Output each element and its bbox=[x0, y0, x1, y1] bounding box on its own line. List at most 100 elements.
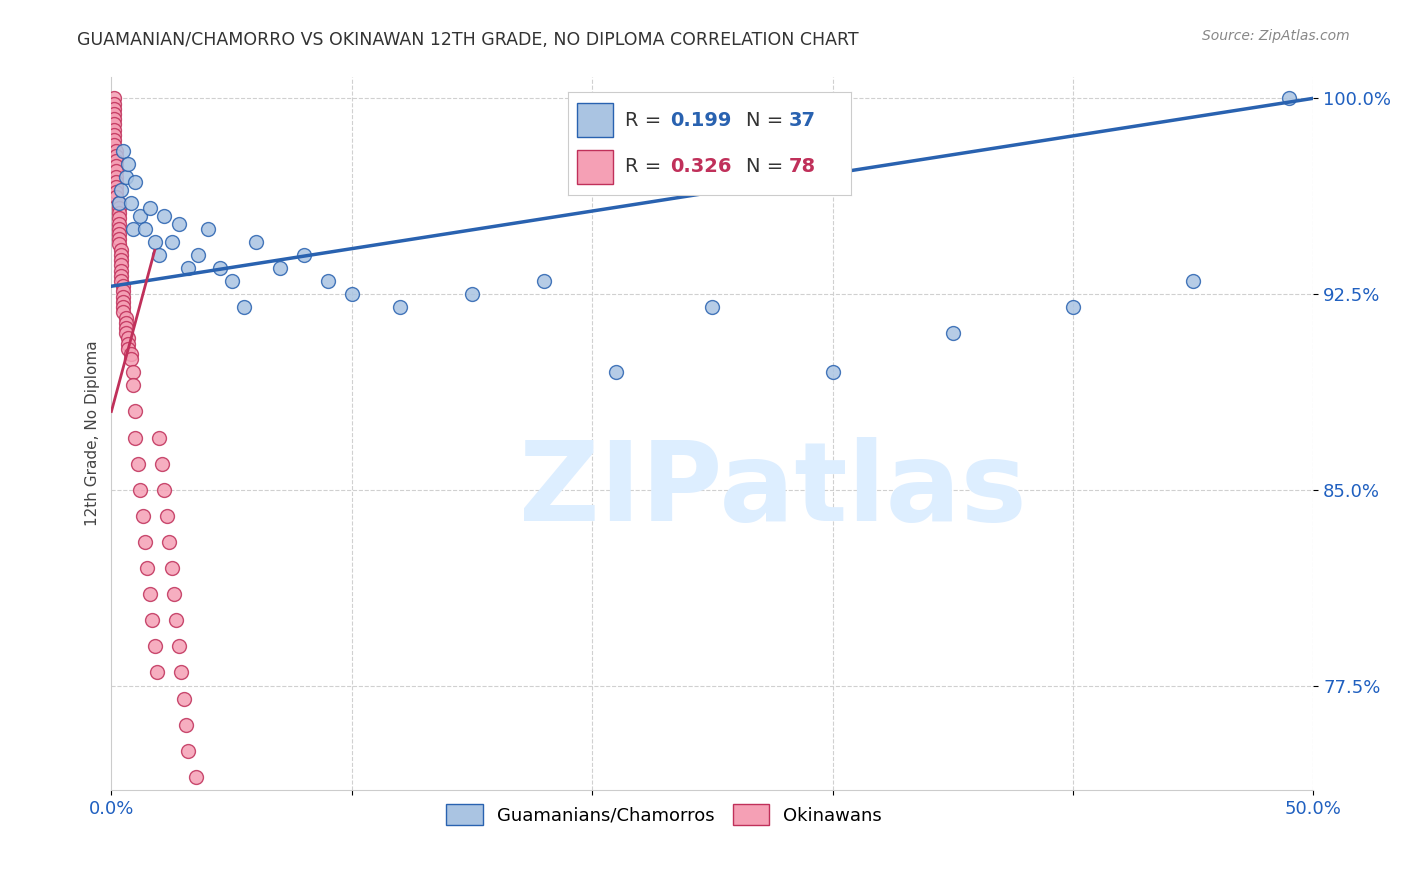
Point bbox=[163, 587, 186, 601]
Point bbox=[114, 326, 136, 341]
Point bbox=[388, 300, 411, 314]
Point bbox=[112, 300, 135, 314]
Point bbox=[103, 117, 125, 131]
Point bbox=[117, 156, 139, 170]
Point bbox=[232, 300, 254, 314]
Point bbox=[105, 149, 128, 163]
Point bbox=[127, 457, 149, 471]
Point bbox=[112, 285, 135, 299]
Point bbox=[107, 201, 129, 215]
Point bbox=[110, 274, 132, 288]
Point bbox=[105, 144, 128, 158]
Point bbox=[134, 535, 156, 549]
Point bbox=[340, 287, 363, 301]
Point bbox=[103, 91, 125, 105]
Point bbox=[107, 217, 129, 231]
Point bbox=[117, 342, 139, 356]
Point bbox=[160, 561, 183, 575]
Point bbox=[117, 336, 139, 351]
Point bbox=[120, 347, 142, 361]
Point bbox=[103, 107, 125, 121]
Point bbox=[112, 144, 135, 158]
Point bbox=[141, 613, 163, 627]
Point bbox=[174, 717, 197, 731]
Point bbox=[110, 268, 132, 283]
Point bbox=[122, 222, 145, 236]
Point bbox=[114, 321, 136, 335]
Y-axis label: 12th Grade, No Diploma: 12th Grade, No Diploma bbox=[86, 341, 100, 526]
Point bbox=[117, 331, 139, 345]
Point bbox=[173, 691, 195, 706]
Point bbox=[170, 665, 193, 680]
Point bbox=[124, 404, 146, 418]
Point bbox=[107, 195, 129, 210]
Point bbox=[107, 237, 129, 252]
Point bbox=[942, 326, 965, 341]
Point bbox=[103, 96, 125, 111]
Text: Source: ZipAtlas.com: Source: ZipAtlas.com bbox=[1202, 29, 1350, 43]
Point bbox=[134, 222, 156, 236]
Point bbox=[110, 253, 132, 268]
Point bbox=[122, 365, 145, 379]
Point bbox=[105, 159, 128, 173]
Point bbox=[103, 122, 125, 136]
Point bbox=[245, 235, 267, 249]
Point bbox=[105, 190, 128, 204]
Point bbox=[103, 102, 125, 116]
Point bbox=[103, 128, 125, 142]
Point bbox=[120, 352, 142, 367]
Point bbox=[148, 431, 170, 445]
Point bbox=[143, 640, 166, 654]
Point bbox=[112, 305, 135, 319]
Point bbox=[165, 613, 187, 627]
Point bbox=[107, 232, 129, 246]
Point bbox=[105, 180, 128, 194]
Point bbox=[110, 258, 132, 272]
Point bbox=[136, 561, 159, 575]
Point bbox=[197, 222, 219, 236]
Point bbox=[148, 248, 170, 262]
Point bbox=[110, 248, 132, 262]
Point bbox=[269, 260, 291, 275]
Point bbox=[105, 175, 128, 189]
Point bbox=[107, 206, 129, 220]
Point bbox=[129, 483, 152, 497]
Point bbox=[1278, 91, 1301, 105]
Point bbox=[112, 290, 135, 304]
Point bbox=[107, 211, 129, 226]
Point bbox=[143, 235, 166, 249]
Point bbox=[103, 112, 125, 127]
Point bbox=[208, 260, 231, 275]
Point bbox=[114, 310, 136, 325]
Point bbox=[316, 274, 339, 288]
Point bbox=[107, 222, 129, 236]
Point bbox=[533, 274, 555, 288]
Point bbox=[112, 279, 135, 293]
Point bbox=[167, 217, 190, 231]
Point bbox=[461, 287, 484, 301]
Point bbox=[122, 378, 145, 392]
Point bbox=[131, 508, 153, 523]
Point bbox=[112, 294, 135, 309]
Point bbox=[177, 260, 200, 275]
Point bbox=[702, 300, 724, 314]
Point bbox=[105, 169, 128, 184]
Point bbox=[139, 201, 162, 215]
Point bbox=[139, 587, 162, 601]
Point bbox=[110, 263, 132, 277]
Point bbox=[120, 195, 142, 210]
Point bbox=[1062, 300, 1084, 314]
Point bbox=[129, 209, 152, 223]
Point bbox=[107, 227, 129, 241]
Point bbox=[605, 365, 627, 379]
Point bbox=[105, 164, 128, 178]
Point bbox=[153, 209, 176, 223]
Point bbox=[146, 665, 169, 680]
Point bbox=[187, 248, 209, 262]
Point bbox=[107, 195, 129, 210]
Point bbox=[114, 169, 136, 184]
Point bbox=[110, 183, 132, 197]
Point bbox=[821, 365, 844, 379]
Point bbox=[103, 133, 125, 147]
Point bbox=[177, 744, 200, 758]
